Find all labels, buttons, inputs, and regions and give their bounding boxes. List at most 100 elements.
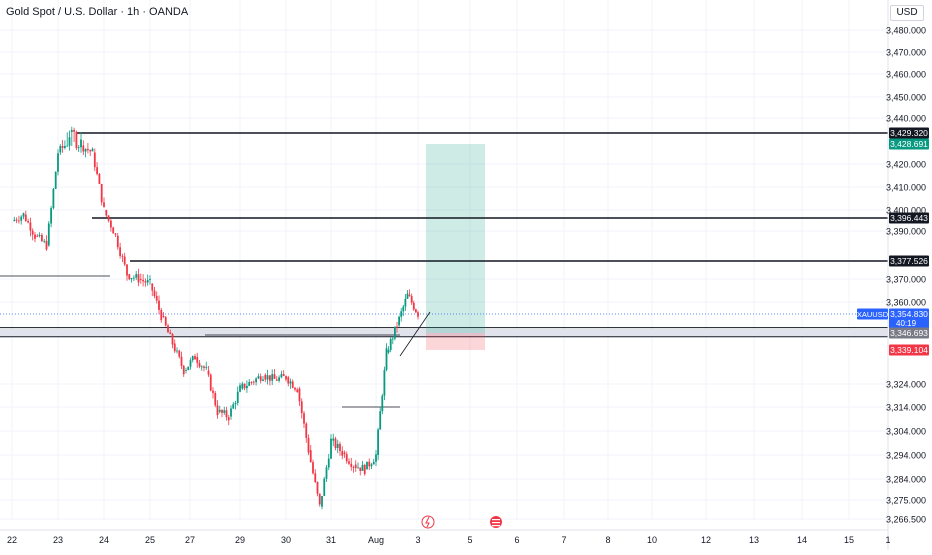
price-tick-label-10: 3,360.000 (886, 298, 926, 308)
time-axis[interactable]: 22 23 24 25 27 29 30 31 Aug 3 5 6 7 8 10 12 13 14 15 1 (0, 529, 891, 545)
candle-body (45, 240, 48, 250)
price-tick-label-17: 3,266.500 (886, 515, 926, 525)
candle-body (275, 379, 278, 381)
candle-body (296, 389, 299, 393)
candle-body (278, 377, 280, 381)
candle-body (415, 309, 417, 313)
candle-body (305, 423, 308, 439)
candle-body (303, 413, 305, 424)
candle-body (239, 385, 241, 392)
candle-body (332, 438, 335, 441)
price-axis[interactable]: 3,480.000 3,470.000 3,460.000 3,450.000 3,44… (886, 0, 926, 550)
time-tick-label-15: 12 (701, 535, 711, 545)
horizontal-levels[interactable] (0, 132, 888, 408)
time-tick-label-18: 15 (844, 535, 854, 545)
price-tick-label-11: 3,324.000 (886, 380, 926, 390)
candle-body (314, 473, 317, 482)
trendline (399, 311, 431, 357)
candle-body (146, 280, 149, 283)
candle-body (221, 409, 223, 413)
candle-body (105, 210, 108, 216)
candle-body (391, 338, 394, 340)
candle-body (64, 146, 66, 148)
candle-body (119, 247, 121, 256)
candle-body (241, 383, 244, 389)
long-position-tool[interactable] (426, 144, 485, 350)
candle-body (339, 443, 341, 452)
candle-body (300, 401, 303, 414)
candle-body (153, 290, 156, 296)
candle-body (139, 279, 142, 280)
candle-body (167, 325, 169, 333)
candle-body (262, 379, 264, 381)
candle-body (370, 464, 373, 467)
time-tick-label-12: 7 (561, 535, 566, 545)
candle-body (189, 360, 192, 367)
price-tick-label-5: 3,420.000 (886, 160, 926, 170)
candle-body (361, 464, 364, 471)
candle-body (325, 467, 328, 479)
candle-body (366, 461, 368, 470)
candle-body (52, 188, 55, 209)
current-price-tag-bg (889, 308, 929, 329)
currency-button[interactable]: USD (890, 5, 924, 21)
candle-body (230, 408, 232, 417)
flag-stripe-icon (492, 519, 500, 521)
level-tag-0-text: 3,429.320 (890, 128, 928, 138)
candle-body (345, 454, 348, 462)
candle-body (89, 150, 92, 152)
candle-body (357, 467, 359, 469)
stop-zone (426, 333, 485, 350)
candle-body (173, 343, 176, 352)
candle-body (178, 350, 181, 357)
event-icons[interactable] (421, 515, 502, 529)
candle-body (13, 219, 16, 221)
candle-body (316, 481, 319, 494)
candle-body (341, 451, 344, 456)
candle-body (29, 222, 32, 231)
candle-body (387, 350, 390, 353)
candle-body (20, 216, 23, 221)
candle-body (212, 390, 214, 393)
candle-body (372, 461, 375, 465)
candle-body (38, 234, 41, 237)
candle-body (61, 146, 64, 148)
candle-body (87, 148, 89, 151)
candle-body (110, 220, 112, 228)
stop-tag-text: 3,339.104 (890, 345, 928, 355)
candle-body (323, 478, 326, 496)
price-tick-label-14: 3,294.000 (886, 451, 926, 461)
candle-body (73, 129, 75, 132)
candle-body (116, 235, 119, 248)
candle-body (410, 296, 413, 303)
candle-body (93, 152, 96, 168)
candle-body (243, 383, 246, 389)
candle-body (187, 366, 190, 371)
candle-body (257, 376, 260, 379)
candle-body (312, 462, 314, 474)
price-tick-label-12: 3,314.000 (886, 403, 926, 413)
candle-body (334, 438, 337, 449)
candle-body (298, 388, 301, 402)
time-tick-label-2: 24 (99, 535, 109, 545)
candle-body (266, 375, 269, 380)
lightning-icon (425, 516, 430, 528)
candle-body (31, 230, 34, 235)
candle-body (379, 411, 382, 430)
current-price-tag-countdown: 40:19 (896, 319, 917, 328)
price-tick-label-0: 3,480.000 (886, 26, 926, 36)
candle-body (68, 137, 71, 146)
candle-body (34, 234, 36, 239)
candle-body (348, 461, 350, 464)
candle-body (400, 311, 403, 317)
candle-body (176, 350, 178, 352)
candle-body (82, 145, 85, 152)
candle-body (182, 365, 185, 375)
candle-body (142, 279, 144, 282)
candle-body (203, 366, 205, 368)
candle-body (196, 356, 199, 364)
candle-body (103, 202, 105, 207)
candle-body (216, 405, 219, 416)
